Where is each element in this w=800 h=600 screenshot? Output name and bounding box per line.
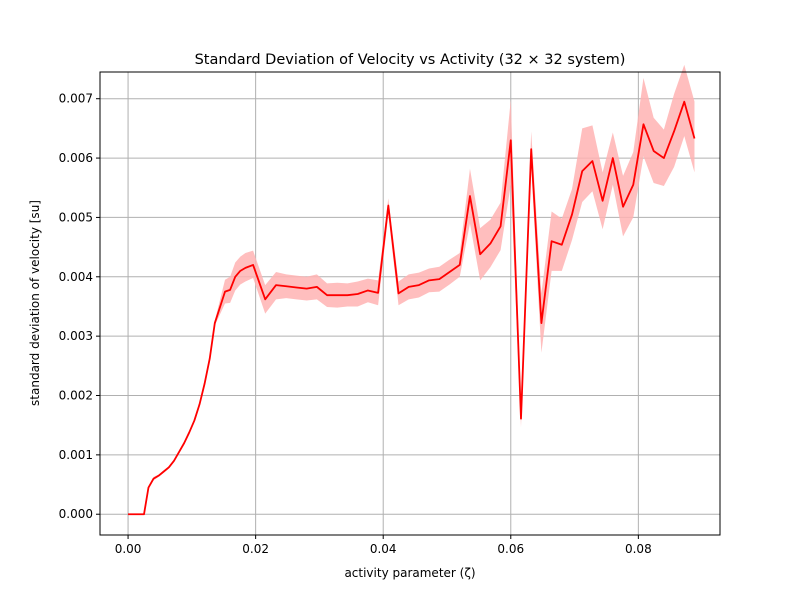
plot-area xyxy=(100,72,720,535)
x-tick-label: 0.02 xyxy=(242,542,269,556)
chart-title: Standard Deviation of Velocity vs Activi… xyxy=(195,52,626,68)
x-tick-label: 0.06 xyxy=(497,542,524,556)
x-tick-label: 0.08 xyxy=(625,542,652,556)
x-tick-label: 0.00 xyxy=(115,542,142,556)
y-axis-label: standard deviation of velocity [su] xyxy=(28,200,42,406)
y-tick-label: 0.001 xyxy=(59,448,93,462)
y-tick-label: 0.002 xyxy=(59,389,93,403)
y-tick-label: 0.004 xyxy=(59,270,93,284)
std-band xyxy=(128,64,695,515)
y-tick-label: 0.007 xyxy=(59,92,93,106)
y-tick-label: 0.000 xyxy=(59,507,93,521)
x-axis: 0.00 0.02 0.04 0.06 0.08 xyxy=(115,535,652,556)
plot-frame xyxy=(99,71,721,536)
mean-line xyxy=(128,100,696,516)
grid xyxy=(100,72,720,535)
x-axis-label: activity parameter (ζ) xyxy=(344,566,475,580)
y-axis: 0.000 0.001 0.002 0.003 0.004 0.005 0.006 0.007 xyxy=(59,92,100,521)
y-tick-label: 0.005 xyxy=(59,210,93,224)
x-tick-label: 0.04 xyxy=(370,542,397,556)
y-tick-label: 0.003 xyxy=(59,329,93,343)
y-tick-label: 0.006 xyxy=(59,151,93,165)
